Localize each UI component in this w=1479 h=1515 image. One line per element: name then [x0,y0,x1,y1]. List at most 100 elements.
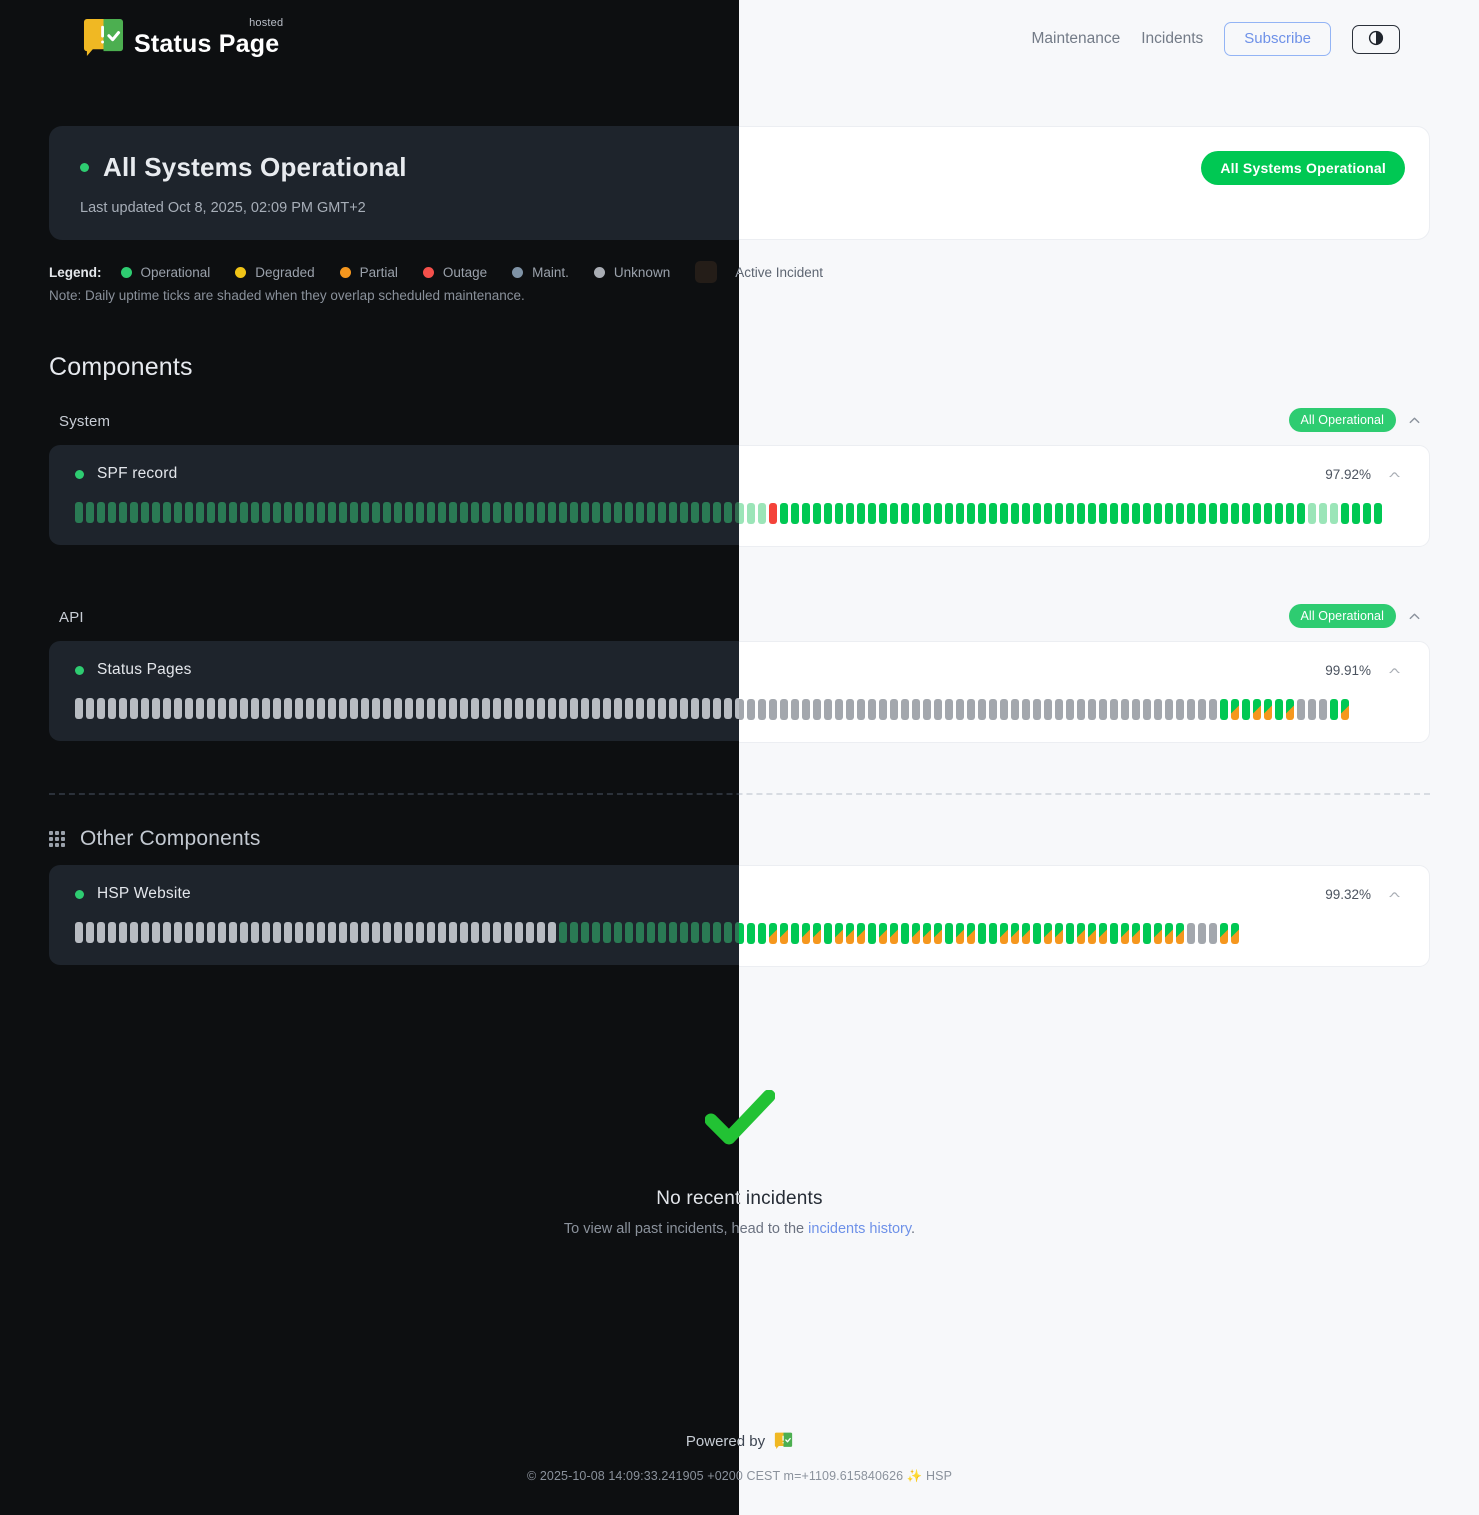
uptime-tick[interactable] [1022,699,1030,720]
uptime-tick[interactable] [185,922,193,943]
uptime-tick[interactable] [945,503,953,524]
uptime-tick[interactable] [537,922,545,943]
uptime-tick[interactable] [625,698,633,719]
uptime-tick[interactable] [1143,923,1151,944]
uptime-tick[interactable] [592,698,600,719]
uptime-tick[interactable] [1176,699,1184,720]
uptime-tick[interactable] [702,922,710,943]
uptime-tick[interactable] [1143,503,1151,524]
uptime-tick[interactable] [471,502,479,523]
uptime-tick[interactable] [1187,699,1195,720]
uptime-tick[interactable] [735,502,740,523]
uptime-tick[interactable] [427,502,435,523]
uptime-tick[interactable] [581,922,589,943]
uptime-tick[interactable] [1242,503,1250,524]
uptime-tick[interactable] [1209,503,1217,524]
uptime-tick[interactable] [372,922,380,943]
uptime-tick[interactable] [372,698,380,719]
uptime-tick[interactable] [1308,503,1316,524]
uptime-tick[interactable] [1121,699,1129,720]
uptime-tick[interactable] [1165,503,1173,524]
uptime-tick[interactable] [559,698,567,719]
uptime-tick[interactable] [141,698,149,719]
uptime-tick[interactable] [141,502,149,523]
uptime-tick[interactable] [1165,923,1173,944]
uptime-tick[interactable] [1220,699,1228,720]
uptime-tick[interactable] [152,502,160,523]
uptime-tick[interactable] [978,699,986,720]
uptime-tick[interactable] [989,923,997,944]
uptime-tick[interactable] [240,698,248,719]
uptime-tick[interactable] [581,698,589,719]
uptime-tick[interactable] [273,698,281,719]
uptime-tick[interactable] [791,923,799,944]
uptime-tick[interactable] [471,698,479,719]
uptime-tick[interactable] [339,922,347,943]
uptime-tick[interactable] [262,922,270,943]
uptime-tick[interactable] [1352,503,1360,524]
uptime-tick[interactable] [1044,503,1052,524]
uptime-tick[interactable] [460,502,468,523]
uptime-tick[interactable] [1275,503,1283,524]
uptime-tick[interactable] [934,503,942,524]
uptime-tick[interactable] [1033,699,1041,720]
uptime-tick[interactable] [141,922,149,943]
uptime-tick[interactable] [548,502,556,523]
uptime-tick[interactable] [152,698,160,719]
uptime-tick[interactable] [1330,699,1338,720]
uptime-tick[interactable] [372,502,380,523]
uptime-tick[interactable] [647,698,655,719]
uptime-tick[interactable] [780,923,788,944]
uptime-tick[interactable] [614,502,622,523]
uptime-tick[interactable] [713,922,721,943]
uptime-tick[interactable] [1253,699,1261,720]
uptime-tick[interactable] [824,503,832,524]
uptime-tick[interactable] [1066,503,1074,524]
uptime-tick[interactable] [1099,923,1107,944]
uptime-tick[interactable] [592,922,600,943]
uptime-tick[interactable] [747,503,755,524]
uptime-tick[interactable] [548,922,556,943]
uptime-tick[interactable] [75,502,83,523]
uptime-tick[interactable] [1110,699,1118,720]
uptime-tick[interactable] [1209,923,1217,944]
uptime-tick[interactable] [846,503,854,524]
uptime-tick[interactable] [592,502,600,523]
uptime-tick[interactable] [97,502,105,523]
uptime-tick[interactable] [1033,503,1041,524]
uptime-tick[interactable] [1154,923,1162,944]
uptime-tick[interactable] [967,923,975,944]
uptime-tick[interactable] [791,503,799,524]
uptime-tick[interactable] [724,502,732,523]
uptime-tick[interactable] [1132,699,1140,720]
uptime-tick[interactable] [1154,699,1162,720]
uptime-tick[interactable] [361,698,369,719]
uptime-tick[interactable] [636,502,644,523]
uptime-tick[interactable] [97,922,105,943]
uptime-tick[interactable] [482,698,490,719]
uptime-tick[interactable] [515,502,523,523]
uptime-tick[interactable] [978,503,986,524]
uptime-tick[interactable] [669,922,677,943]
uptime-tick[interactable] [758,923,766,944]
uptime-tick[interactable] [218,698,226,719]
uptime-tick[interactable] [769,923,777,944]
uptime-tick[interactable] [780,699,788,720]
uptime-tick[interactable] [658,698,666,719]
uptime-tick[interactable] [1055,699,1063,720]
uptime-tick[interactable] [559,922,567,943]
uptime-tick[interactable] [1110,923,1118,944]
uptime-tick[interactable] [537,698,545,719]
uptime-tick[interactable] [449,922,457,943]
uptime-tick[interactable] [537,502,545,523]
uptime-tick[interactable] [75,922,83,943]
uptime-tick[interactable] [1319,699,1327,720]
uptime-tick[interactable] [1011,503,1019,524]
uptime-tick[interactable] [1198,923,1206,944]
uptime-tick[interactable] [669,502,677,523]
uptime-tick[interactable] [625,922,633,943]
uptime-tick[interactable] [1077,503,1085,524]
group-header[interactable]: APIAll Operational [739,601,1430,641]
uptime-tick[interactable] [581,502,589,523]
uptime-tick[interactable] [1099,503,1107,524]
